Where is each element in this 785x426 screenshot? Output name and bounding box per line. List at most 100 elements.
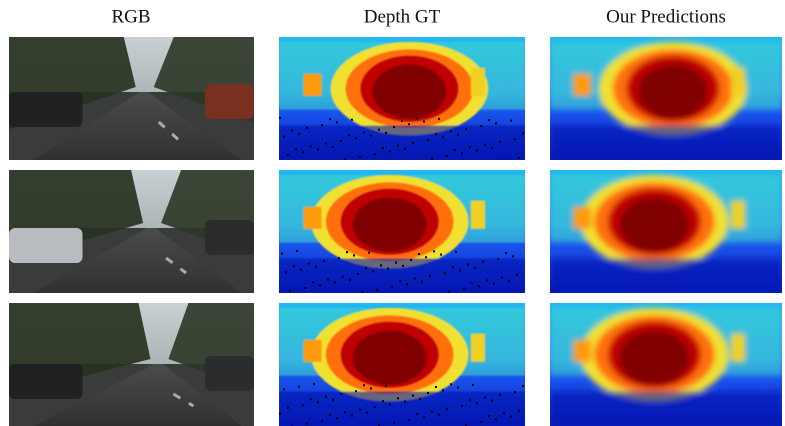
depth-blobs	[279, 307, 525, 426]
depth-blobs	[279, 41, 525, 160]
right-cars	[205, 220, 254, 255]
missing-pixel	[408, 419, 410, 422]
missing-pixel	[518, 156, 520, 159]
missing-pixel	[393, 125, 395, 128]
missing-pixel	[351, 118, 353, 121]
missing-pixel	[308, 262, 310, 265]
missing-pixel	[370, 134, 372, 137]
road	[33, 92, 242, 160]
right-cars	[205, 84, 254, 119]
missing-pixel	[510, 119, 512, 122]
missing-pixel	[442, 136, 444, 139]
missing-pixel	[461, 152, 463, 155]
missing-pixel	[429, 274, 431, 277]
column-header: Depth GT	[364, 6, 441, 27]
missing-pixel	[457, 133, 459, 136]
missing-pixel	[325, 395, 327, 398]
missing-pixel	[304, 287, 306, 290]
missing-pixel	[505, 252, 507, 255]
missing-pixel	[332, 398, 334, 401]
missing-pixel	[285, 271, 287, 274]
rgb-image	[9, 37, 254, 160]
missing-pixel	[363, 131, 365, 134]
missing-pixel	[484, 396, 486, 399]
missing-pixel	[465, 423, 467, 426]
left-object	[573, 73, 592, 96]
depth-blobs	[279, 174, 525, 293]
missing-pixel	[416, 413, 418, 416]
missing-pixel	[319, 284, 321, 287]
missing-pixel	[438, 413, 440, 416]
missing-pixel	[295, 148, 297, 151]
missing-pixel	[334, 281, 336, 284]
missing-pixel	[488, 119, 490, 122]
missing-pixel	[412, 394, 414, 397]
missing-pixel	[514, 391, 516, 394]
missing-pixel	[382, 147, 384, 150]
missing-pixel	[518, 409, 520, 412]
missing-pixel	[457, 386, 459, 389]
missing-pixel	[366, 411, 368, 414]
missing-pixel	[427, 391, 429, 394]
missing-pixel	[459, 269, 461, 272]
missing-pixel	[522, 132, 524, 135]
prediction-image	[550, 170, 782, 293]
missing-pixel	[378, 128, 380, 131]
missing-pixel	[359, 408, 361, 411]
left-cars	[9, 228, 83, 263]
missing-pixel	[291, 129, 293, 132]
missing-pixel	[397, 397, 399, 400]
missing-pixel	[478, 285, 480, 288]
depth-gt-image	[279, 37, 525, 160]
missing-pixel	[408, 123, 410, 126]
missing-pixel	[491, 399, 493, 402]
column-header: Our Predictions	[606, 6, 726, 27]
missing-pixel	[414, 277, 416, 280]
missing-pixel	[431, 410, 433, 413]
missing-pixel	[321, 124, 323, 127]
lane-mark	[157, 120, 180, 142]
missing-pixel	[374, 153, 376, 156]
missing-pixel	[520, 292, 522, 293]
missing-pixel	[512, 255, 514, 258]
missing-pixel	[393, 421, 395, 424]
missing-pixel	[376, 288, 378, 291]
missing-pixel	[389, 150, 391, 153]
missing-pixel	[363, 384, 365, 387]
right-object	[470, 200, 485, 229]
missing-pixel	[499, 393, 501, 396]
missing-pixel	[404, 147, 406, 150]
missing-pixel	[397, 144, 399, 147]
missing-pixel	[423, 120, 425, 123]
missing-pixel	[332, 145, 334, 148]
missing-pixel	[329, 118, 331, 121]
missing-pixel	[401, 120, 403, 122]
missing-pixel	[423, 416, 425, 419]
missing-pixel	[404, 400, 406, 403]
missing-pixel	[368, 251, 370, 254]
missing-pixel	[450, 130, 452, 133]
missing-pixel	[374, 406, 376, 408]
far-region	[352, 197, 427, 252]
missing-pixel	[440, 253, 442, 256]
missing-pixel	[476, 149, 478, 152]
missing-pixel	[338, 257, 340, 260]
missing-pixel	[450, 383, 452, 386]
left-object	[573, 206, 592, 229]
missing-pixel	[382, 400, 384, 403]
missing-pixel	[433, 250, 435, 253]
missing-pixel	[461, 405, 463, 408]
depth-blobs	[550, 41, 782, 160]
left-object	[303, 339, 322, 362]
left-object	[303, 73, 322, 96]
missing-pixel	[406, 283, 408, 286]
missing-pixel	[419, 397, 421, 400]
missing-pixel	[503, 412, 505, 415]
missing-pixel	[317, 401, 319, 404]
missing-pixel	[486, 279, 488, 282]
missing-pixel	[499, 140, 501, 143]
missing-pixel	[385, 384, 387, 387]
near-ground	[279, 391, 525, 426]
rgb-image	[9, 170, 254, 293]
missing-pixel	[321, 420, 323, 423]
